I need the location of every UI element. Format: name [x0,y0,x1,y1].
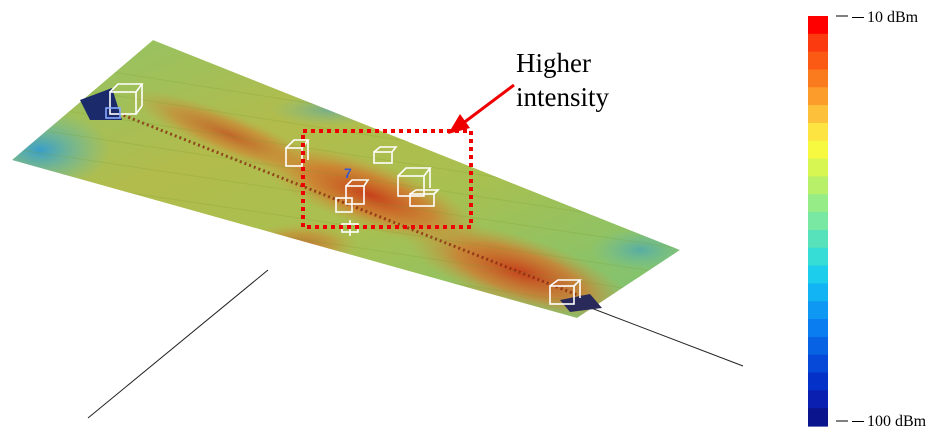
scale-swatch-22 [808,408,828,427]
scale-swatch-15 [808,283,828,302]
scale-swatch-0 [808,16,828,35]
intensity-plane [12,40,680,318]
marker-box-4 [397,167,440,207]
scale-swatch-1 [808,33,828,53]
scale-swatch-2 [808,51,828,71]
scale-swatch-10 [808,194,828,213]
scale-min-dash [852,420,864,422]
marker-box-5 [335,179,370,213]
marker-box-3 [373,146,398,164]
annotation-line-2: intensity [516,82,609,112]
scale-swatch-6 [808,122,828,142]
scale-min-label: 100 dBm [852,413,926,431]
scale-max-text: 10 dBm [867,9,919,26]
scale-swatch-4 [808,87,828,106]
scale-max-dash [852,16,864,18]
scale-swatch-19 [808,354,828,374]
scale-swatch-12 [808,229,828,249]
scale-swatch-3 [808,69,828,88]
road-ends [80,88,602,312]
scale-swatch-8 [808,158,828,178]
annotation-arrow [448,83,515,134]
annotation-line-1: Higher [516,48,591,78]
annotation-label: Higher intensity [516,46,609,114]
scale-max-label: 10 dBm [852,9,918,27]
scale-swatch-14 [808,265,828,284]
scale-swatch-18 [808,336,828,356]
scale-swatch-13 [808,247,828,267]
scale-min-text: 100 dBm [867,413,927,430]
axis-lines [87,269,744,419]
color-scale-ticks [836,15,848,422]
higher-intensity-region-box [301,129,473,229]
svg-text:7: 7 [344,165,352,181]
scale-swatch-16 [808,301,828,320]
scale-swatch-7 [808,140,828,160]
scale-swatch-17 [808,319,828,338]
scale-swatch-11 [808,212,828,231]
marker-box-1 [105,83,144,119]
scale-swatch-20 [808,372,828,391]
scale-swatch-9 [808,176,828,195]
marker-box-7 [549,279,582,305]
color-scale-bar [808,16,828,427]
scale-swatch-5 [808,105,828,124]
scale-swatch-21 [808,390,828,409]
